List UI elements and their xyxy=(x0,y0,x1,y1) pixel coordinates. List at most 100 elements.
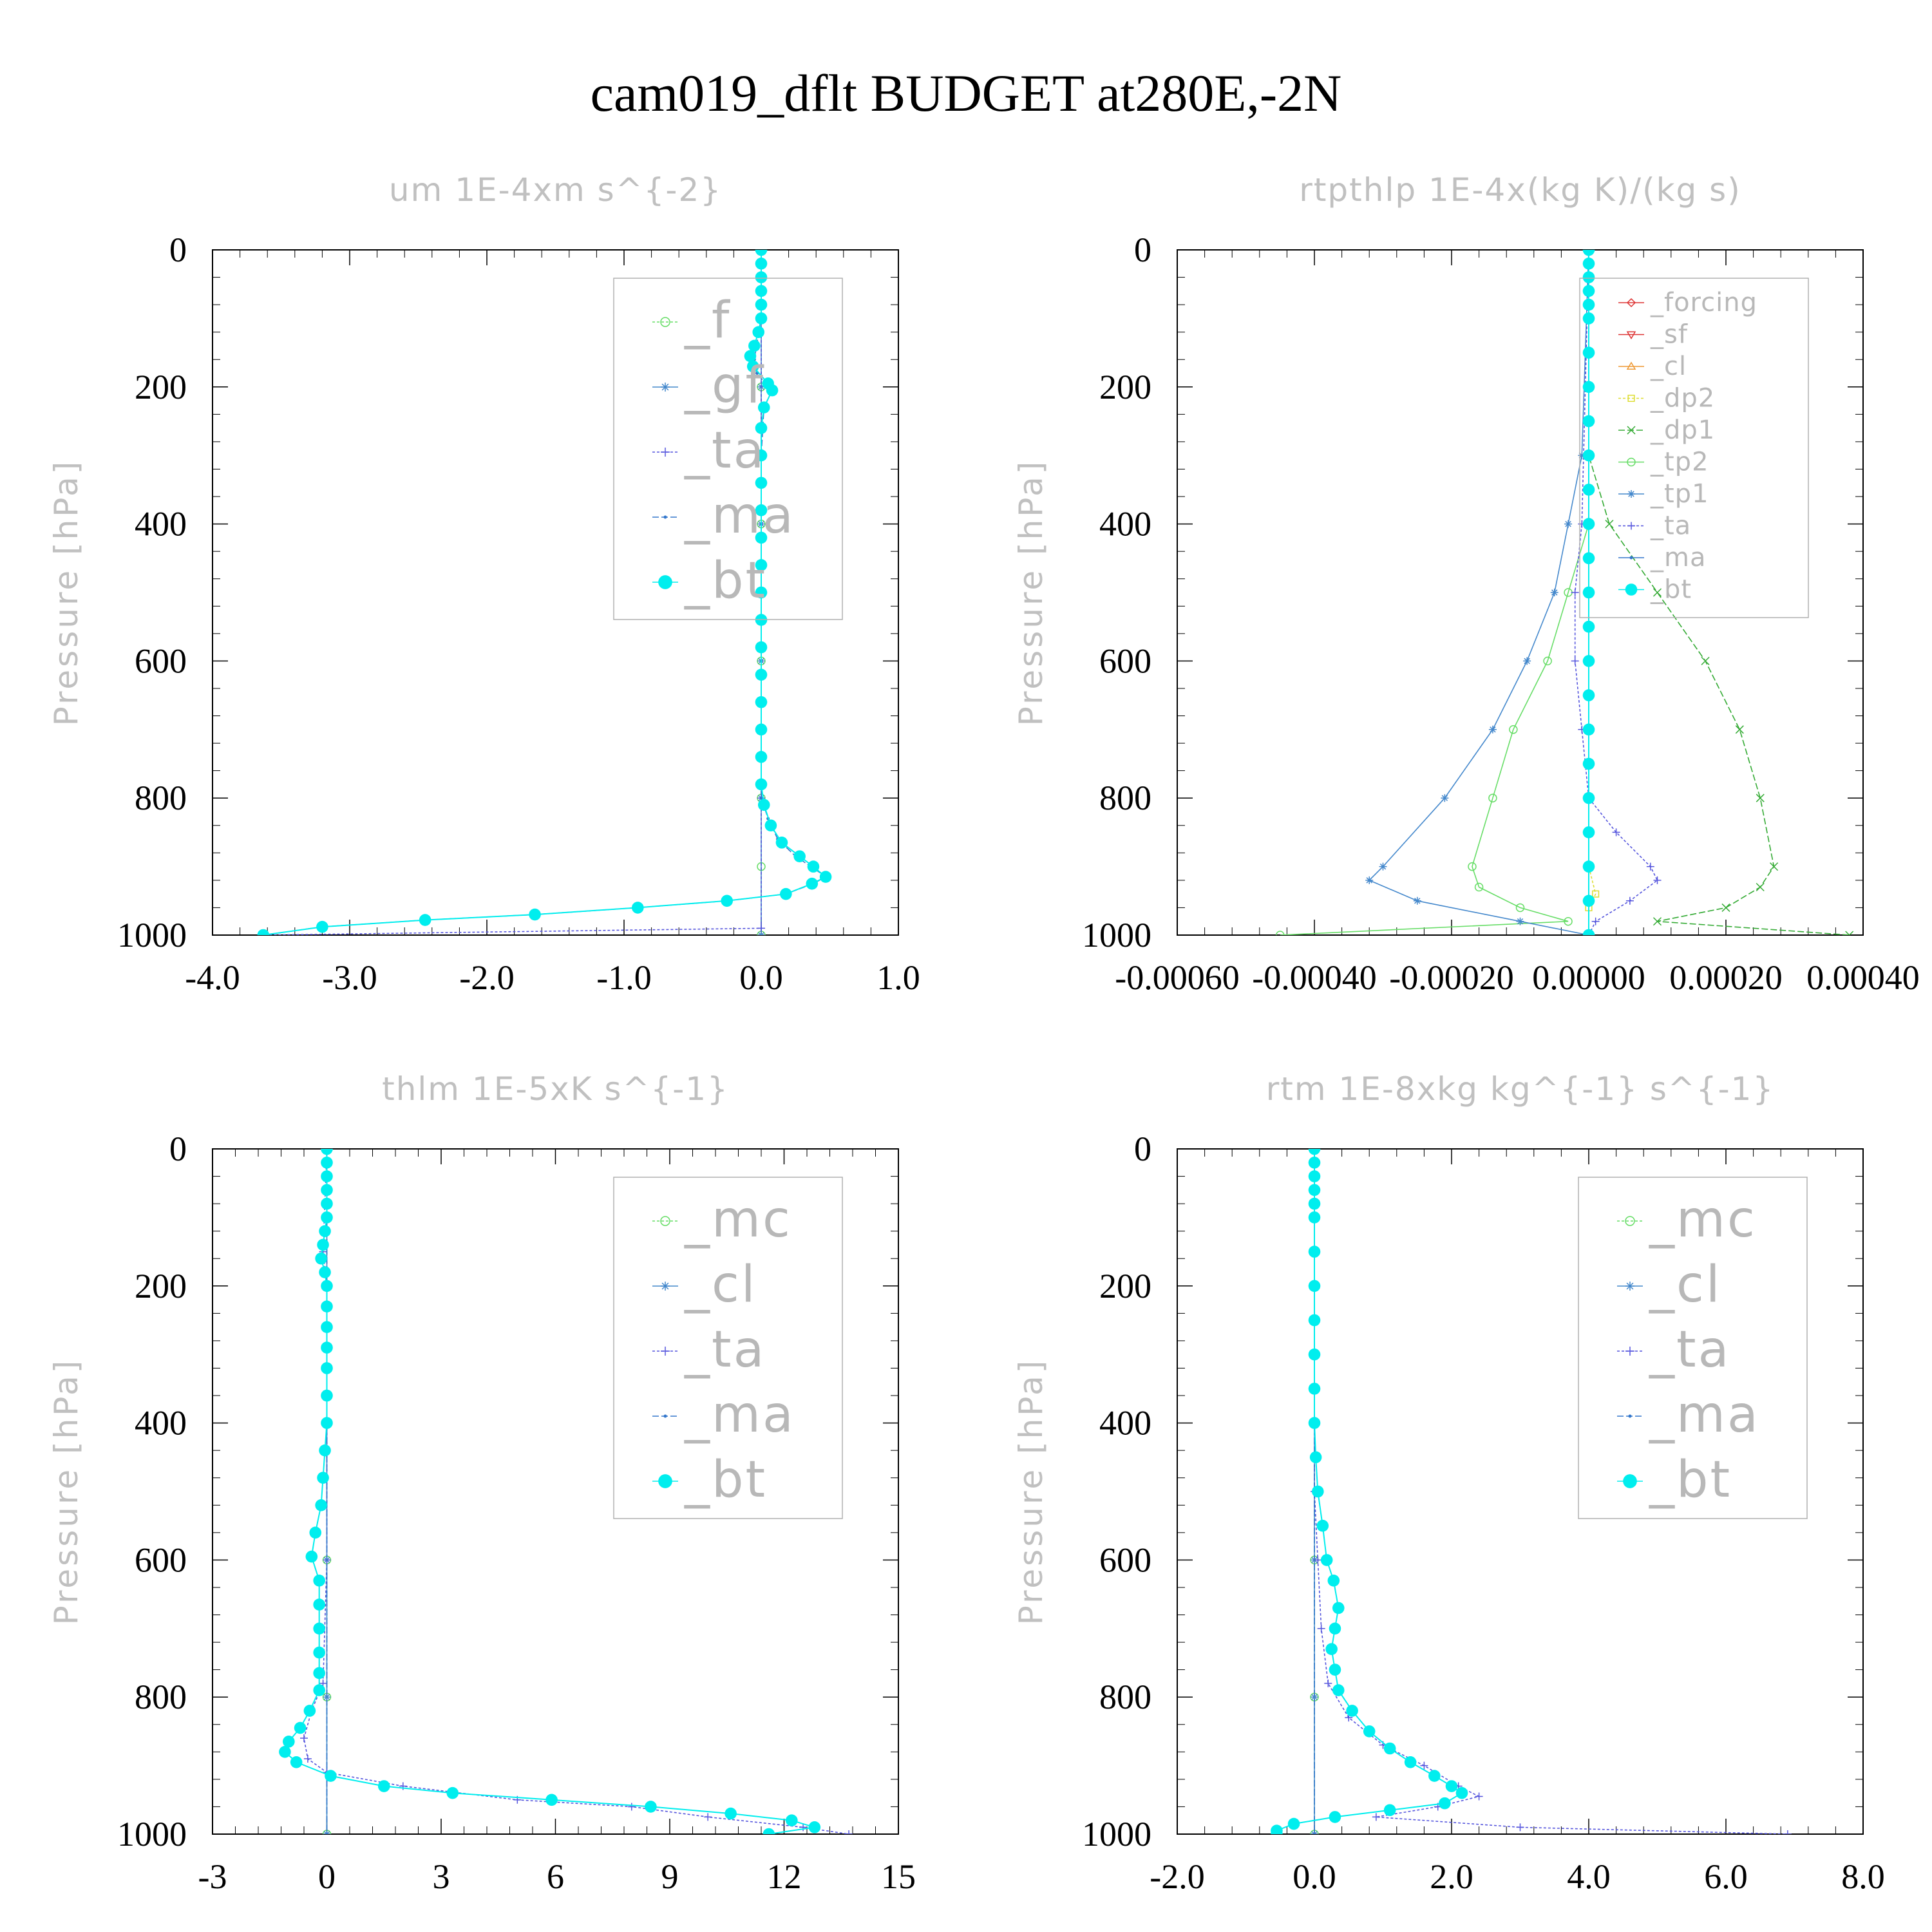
data-point-bt-shape xyxy=(321,1280,333,1293)
y-tick-label: 200 xyxy=(1099,1267,1151,1305)
x-tick-label: 0.00020 xyxy=(1669,958,1783,997)
data-point-bt xyxy=(317,1472,329,1484)
data-point-bt-shape xyxy=(1308,1417,1321,1429)
data-point-ta-shape xyxy=(1571,589,1579,596)
legend-label-ta: _ta xyxy=(684,422,766,480)
data-point-bt xyxy=(321,1321,333,1333)
data-point-bt-shape xyxy=(1320,1554,1333,1566)
legend-marker-mc xyxy=(660,1216,670,1226)
data-point-bt xyxy=(755,559,768,571)
data-point-bt xyxy=(752,326,765,338)
data-point-bt xyxy=(1582,689,1595,701)
legend-marker-dp2 xyxy=(1627,394,1635,402)
data-point-dp1 xyxy=(1605,520,1614,529)
data-point-tp1 xyxy=(1523,657,1531,665)
data-point-tp2-shape xyxy=(1515,903,1525,913)
data-point-bt-shape xyxy=(1582,757,1595,770)
data-point-dp1-shape xyxy=(1845,931,1854,935)
legend-marker-bt-shape xyxy=(1625,583,1638,596)
data-point-tp2-shape xyxy=(1509,725,1518,734)
data-point-bt xyxy=(1582,518,1595,530)
legend-marker-ta xyxy=(1625,1347,1634,1356)
data-point-bt xyxy=(1582,312,1595,325)
data-point-bt-shape xyxy=(1308,1211,1321,1224)
data-point-bt xyxy=(755,271,768,283)
data-point-bt-shape xyxy=(755,504,768,516)
data-point-ta xyxy=(1420,1761,1428,1770)
data-point-tp1-shape xyxy=(1578,451,1586,460)
data-point-bt xyxy=(313,1646,325,1659)
legend-marker-cl-shape xyxy=(661,1282,670,1291)
data-point-bt xyxy=(1439,1797,1451,1810)
data-point-bt-shape xyxy=(755,723,768,736)
x-tick-label: -0.00060 xyxy=(1115,958,1239,997)
data-point-bt-shape xyxy=(1582,381,1595,393)
data-point-tp2-shape xyxy=(1543,656,1552,666)
data-point-tp2-shape xyxy=(1474,882,1484,892)
data-point-bt xyxy=(1582,929,1595,935)
data-point-dp1 xyxy=(1735,725,1744,734)
data-point-tp1 xyxy=(1488,725,1497,734)
data-point-bt xyxy=(1383,1804,1396,1817)
data-point-bt xyxy=(755,312,768,325)
legend-marker-cl-shape xyxy=(1626,361,1636,370)
data-point-tp1-shape xyxy=(1379,862,1387,871)
data-point-bt xyxy=(319,1225,331,1237)
data-point-dp1 xyxy=(1721,903,1730,912)
data-point-bt-shape xyxy=(1582,298,1595,311)
legend-marker-ma-shape xyxy=(663,515,667,519)
data-point-bt xyxy=(1308,1149,1321,1155)
data-point-cl-shape xyxy=(323,1693,331,1701)
y-tick-label: 0 xyxy=(169,231,187,269)
x-tick-label: 0.0 xyxy=(1293,1857,1336,1896)
data-point-bt-shape xyxy=(1582,791,1595,804)
data-point-bt xyxy=(645,1801,657,1813)
data-point-bt-shape xyxy=(762,1828,775,1834)
data-point-tp1 xyxy=(1516,917,1524,925)
data-point-bt xyxy=(1582,860,1595,873)
data-point-bt xyxy=(257,929,270,935)
legend-marker-ma-shape xyxy=(663,1414,667,1418)
data-point-ta-shape xyxy=(1625,896,1634,905)
data-point-ta-shape xyxy=(704,1813,712,1821)
legend-marker-mc xyxy=(1625,1216,1635,1226)
legend-marker-ta-shape xyxy=(661,1347,670,1356)
legend-label-cl: _cl xyxy=(684,1256,757,1314)
legend-marker-mc-shape xyxy=(660,1216,670,1226)
data-point-bt xyxy=(746,360,759,373)
data-point-bt xyxy=(1329,1811,1341,1823)
x-tick-label: 2.0 xyxy=(1430,1857,1473,1896)
data-point-tp2-shape xyxy=(1488,793,1497,802)
x-tick-label: -4.0 xyxy=(185,958,240,997)
data-point-bt-shape xyxy=(746,360,759,373)
data-point-bt xyxy=(1316,1519,1329,1532)
data-point-tp2-shape xyxy=(1468,862,1477,871)
data-point-bt-shape xyxy=(1404,1756,1417,1768)
data-point-dp2-shape xyxy=(1592,890,1600,898)
data-point-bt-shape xyxy=(321,1389,333,1402)
y-tick-label: 200 xyxy=(1099,368,1151,406)
data-point-ta-shape xyxy=(1475,1792,1483,1801)
y-tick-label: 800 xyxy=(1099,1678,1151,1716)
data-point-ta-shape xyxy=(1646,862,1654,871)
panel-title: thlm 1E-5xK s^{-1} xyxy=(382,1070,729,1108)
data-point-bt xyxy=(529,908,541,921)
x-tick-label: 0 xyxy=(318,1857,336,1896)
data-point-bt xyxy=(1325,1643,1338,1656)
x-tick-label: 9 xyxy=(661,1857,679,1896)
data-point-bt-shape xyxy=(321,1417,333,1429)
data-point-bt-shape xyxy=(1308,1245,1321,1258)
data-point-bt xyxy=(755,504,768,516)
data-point-bt-shape xyxy=(755,778,768,791)
data-point-ta xyxy=(1591,917,1600,925)
data-point-bt xyxy=(319,1444,331,1457)
data-point-tp2 xyxy=(1474,882,1484,892)
data-point-bt xyxy=(313,1622,325,1635)
data-point-bt-shape xyxy=(1582,723,1595,736)
legend-label-ma: _ma xyxy=(1650,543,1706,573)
legend-marker-f xyxy=(660,317,670,327)
data-point-ta xyxy=(1372,1813,1380,1821)
legend-marker-gf-shape xyxy=(661,383,670,392)
data-point-ta-shape xyxy=(799,1823,808,1832)
